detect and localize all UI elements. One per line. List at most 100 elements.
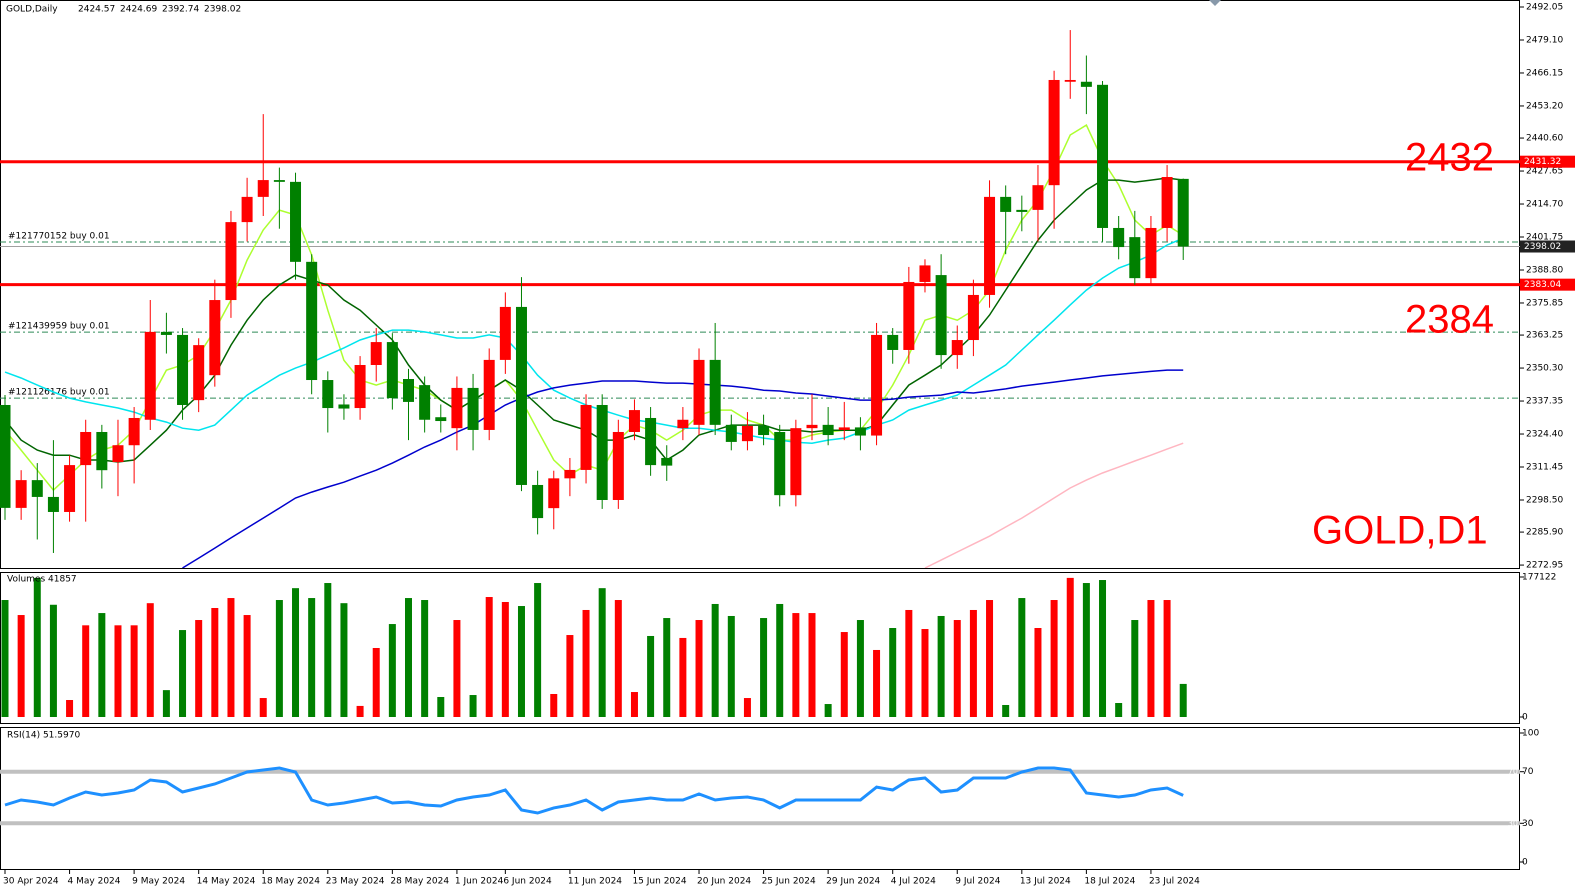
candle-body <box>435 417 447 422</box>
volume-bar <box>986 600 994 717</box>
volume-tick-label: 177122 <box>1522 573 1556 583</box>
volume-bar <box>1082 583 1090 717</box>
volume-bar <box>227 598 235 717</box>
x-tick-label: 15 Jun 2024 <box>632 877 686 887</box>
candle-body <box>322 380 334 409</box>
price-tag-label: 2383.04 <box>1524 280 1561 290</box>
candle-body <box>273 180 285 182</box>
candle-body <box>338 404 350 409</box>
volume-bar <box>824 704 832 717</box>
candle-body <box>612 431 624 500</box>
rsi-tick-label: 70 <box>1522 767 1534 777</box>
chart-title: GOLD,Daily <box>6 5 58 15</box>
volume-bar <box>485 597 493 717</box>
candle-body <box>225 222 237 301</box>
candle-body <box>645 417 657 466</box>
volume-bar <box>179 630 187 717</box>
candle-body <box>64 465 76 512</box>
y-tick-label: 2414.70 <box>1526 200 1563 210</box>
level-annotation: 2432 <box>1405 136 1494 180</box>
rsi-title: RSI(14) 51.5970 <box>7 731 80 741</box>
x-tick-label: 6 Jun 2024 <box>503 877 552 887</box>
x-tick-label: 18 Jul 2024 <box>1084 877 1135 887</box>
candle-body <box>919 265 931 282</box>
volume-bar <box>889 627 897 717</box>
volume-bar <box>195 620 203 717</box>
volume-bar <box>162 690 170 717</box>
x-tick-label: 18 May 2024 <box>261 877 320 887</box>
candle-body <box>1064 79 1076 82</box>
candle-body <box>1145 227 1157 279</box>
ohlc-value: 2424.69 <box>120 5 157 15</box>
candle-body <box>967 294 979 341</box>
y-tick-label: 2363.25 <box>1526 331 1563 341</box>
volume-bar <box>469 695 477 717</box>
x-tick-label: 9 May 2024 <box>132 877 185 887</box>
x-tick-label: 28 May 2024 <box>390 877 449 887</box>
volume-bar <box>517 606 525 717</box>
volume-bar <box>840 632 848 717</box>
y-tick-label: 2350.30 <box>1526 364 1563 374</box>
candle-body <box>483 359 495 430</box>
candle-body <box>15 480 27 508</box>
candle-body <box>1080 81 1092 87</box>
y-tick-label: 2285.90 <box>1526 528 1563 538</box>
candle-body <box>774 431 786 496</box>
volume-bar <box>17 615 25 717</box>
candle-body <box>548 478 560 509</box>
y-tick-label: 2311.45 <box>1526 463 1563 473</box>
volume-bar <box>243 615 251 717</box>
candle-body <box>386 342 398 399</box>
y-tick-label: 2466.15 <box>1526 68 1563 78</box>
volume-bar <box>1034 627 1042 717</box>
x-tick-label: 20 Jun 2024 <box>697 877 751 887</box>
volume-bar <box>292 588 300 717</box>
volume-bar <box>1131 620 1139 717</box>
candle-body <box>564 469 576 479</box>
candle-body <box>403 379 414 402</box>
candle-body <box>193 345 205 401</box>
volume-bar <box>82 625 90 717</box>
candle-body <box>596 404 608 500</box>
candle-body <box>677 419 689 429</box>
x-tick-label: 23 Jul 2024 <box>1149 877 1200 887</box>
candle-body <box>758 425 770 436</box>
ohlc-value: 2398.02 <box>204 5 241 15</box>
price-plot: #121770152 buy 0.01 #121439959 buy 0.01 #1… <box>0 30 1520 568</box>
volume-bar <box>808 613 816 717</box>
candle-body <box>854 427 866 436</box>
volume-bar <box>792 613 800 717</box>
x-tick-label: 11 Jun 2024 <box>568 877 622 887</box>
candle-body <box>693 359 705 425</box>
candle-body <box>871 334 883 436</box>
candle-body <box>467 387 479 430</box>
price-tag <box>1520 155 1575 168</box>
moving-average <box>182 369 1184 568</box>
volume-bar <box>372 647 380 717</box>
candle-body <box>1048 79 1060 186</box>
volume-bar <box>1 600 9 717</box>
volume-bar <box>324 583 332 717</box>
candle-body <box>790 428 802 496</box>
candle-body <box>370 342 382 365</box>
volume-bar <box>760 618 768 717</box>
volume-bar <box>146 603 154 717</box>
volume-bar <box>211 608 219 717</box>
x-tick-label: 4 Jul 2024 <box>891 877 936 887</box>
y-tick-label: 2401.75 <box>1526 233 1563 243</box>
volume-bar <box>453 620 461 717</box>
candle-body <box>257 180 269 197</box>
candle-body <box>1016 209 1028 212</box>
candle-body <box>1032 185 1044 210</box>
candle-body <box>499 306 511 360</box>
candle-body <box>451 387 463 429</box>
shift-marker <box>1209 0 1221 6</box>
volume-bar <box>1163 600 1171 717</box>
volume-tick-label: 0 <box>1522 713 1528 723</box>
candle-body <box>1113 227 1125 248</box>
moving-average <box>4 237 1184 444</box>
candle-body <box>806 424 818 429</box>
candle-body <box>80 431 92 466</box>
volume-bar <box>1115 703 1123 717</box>
